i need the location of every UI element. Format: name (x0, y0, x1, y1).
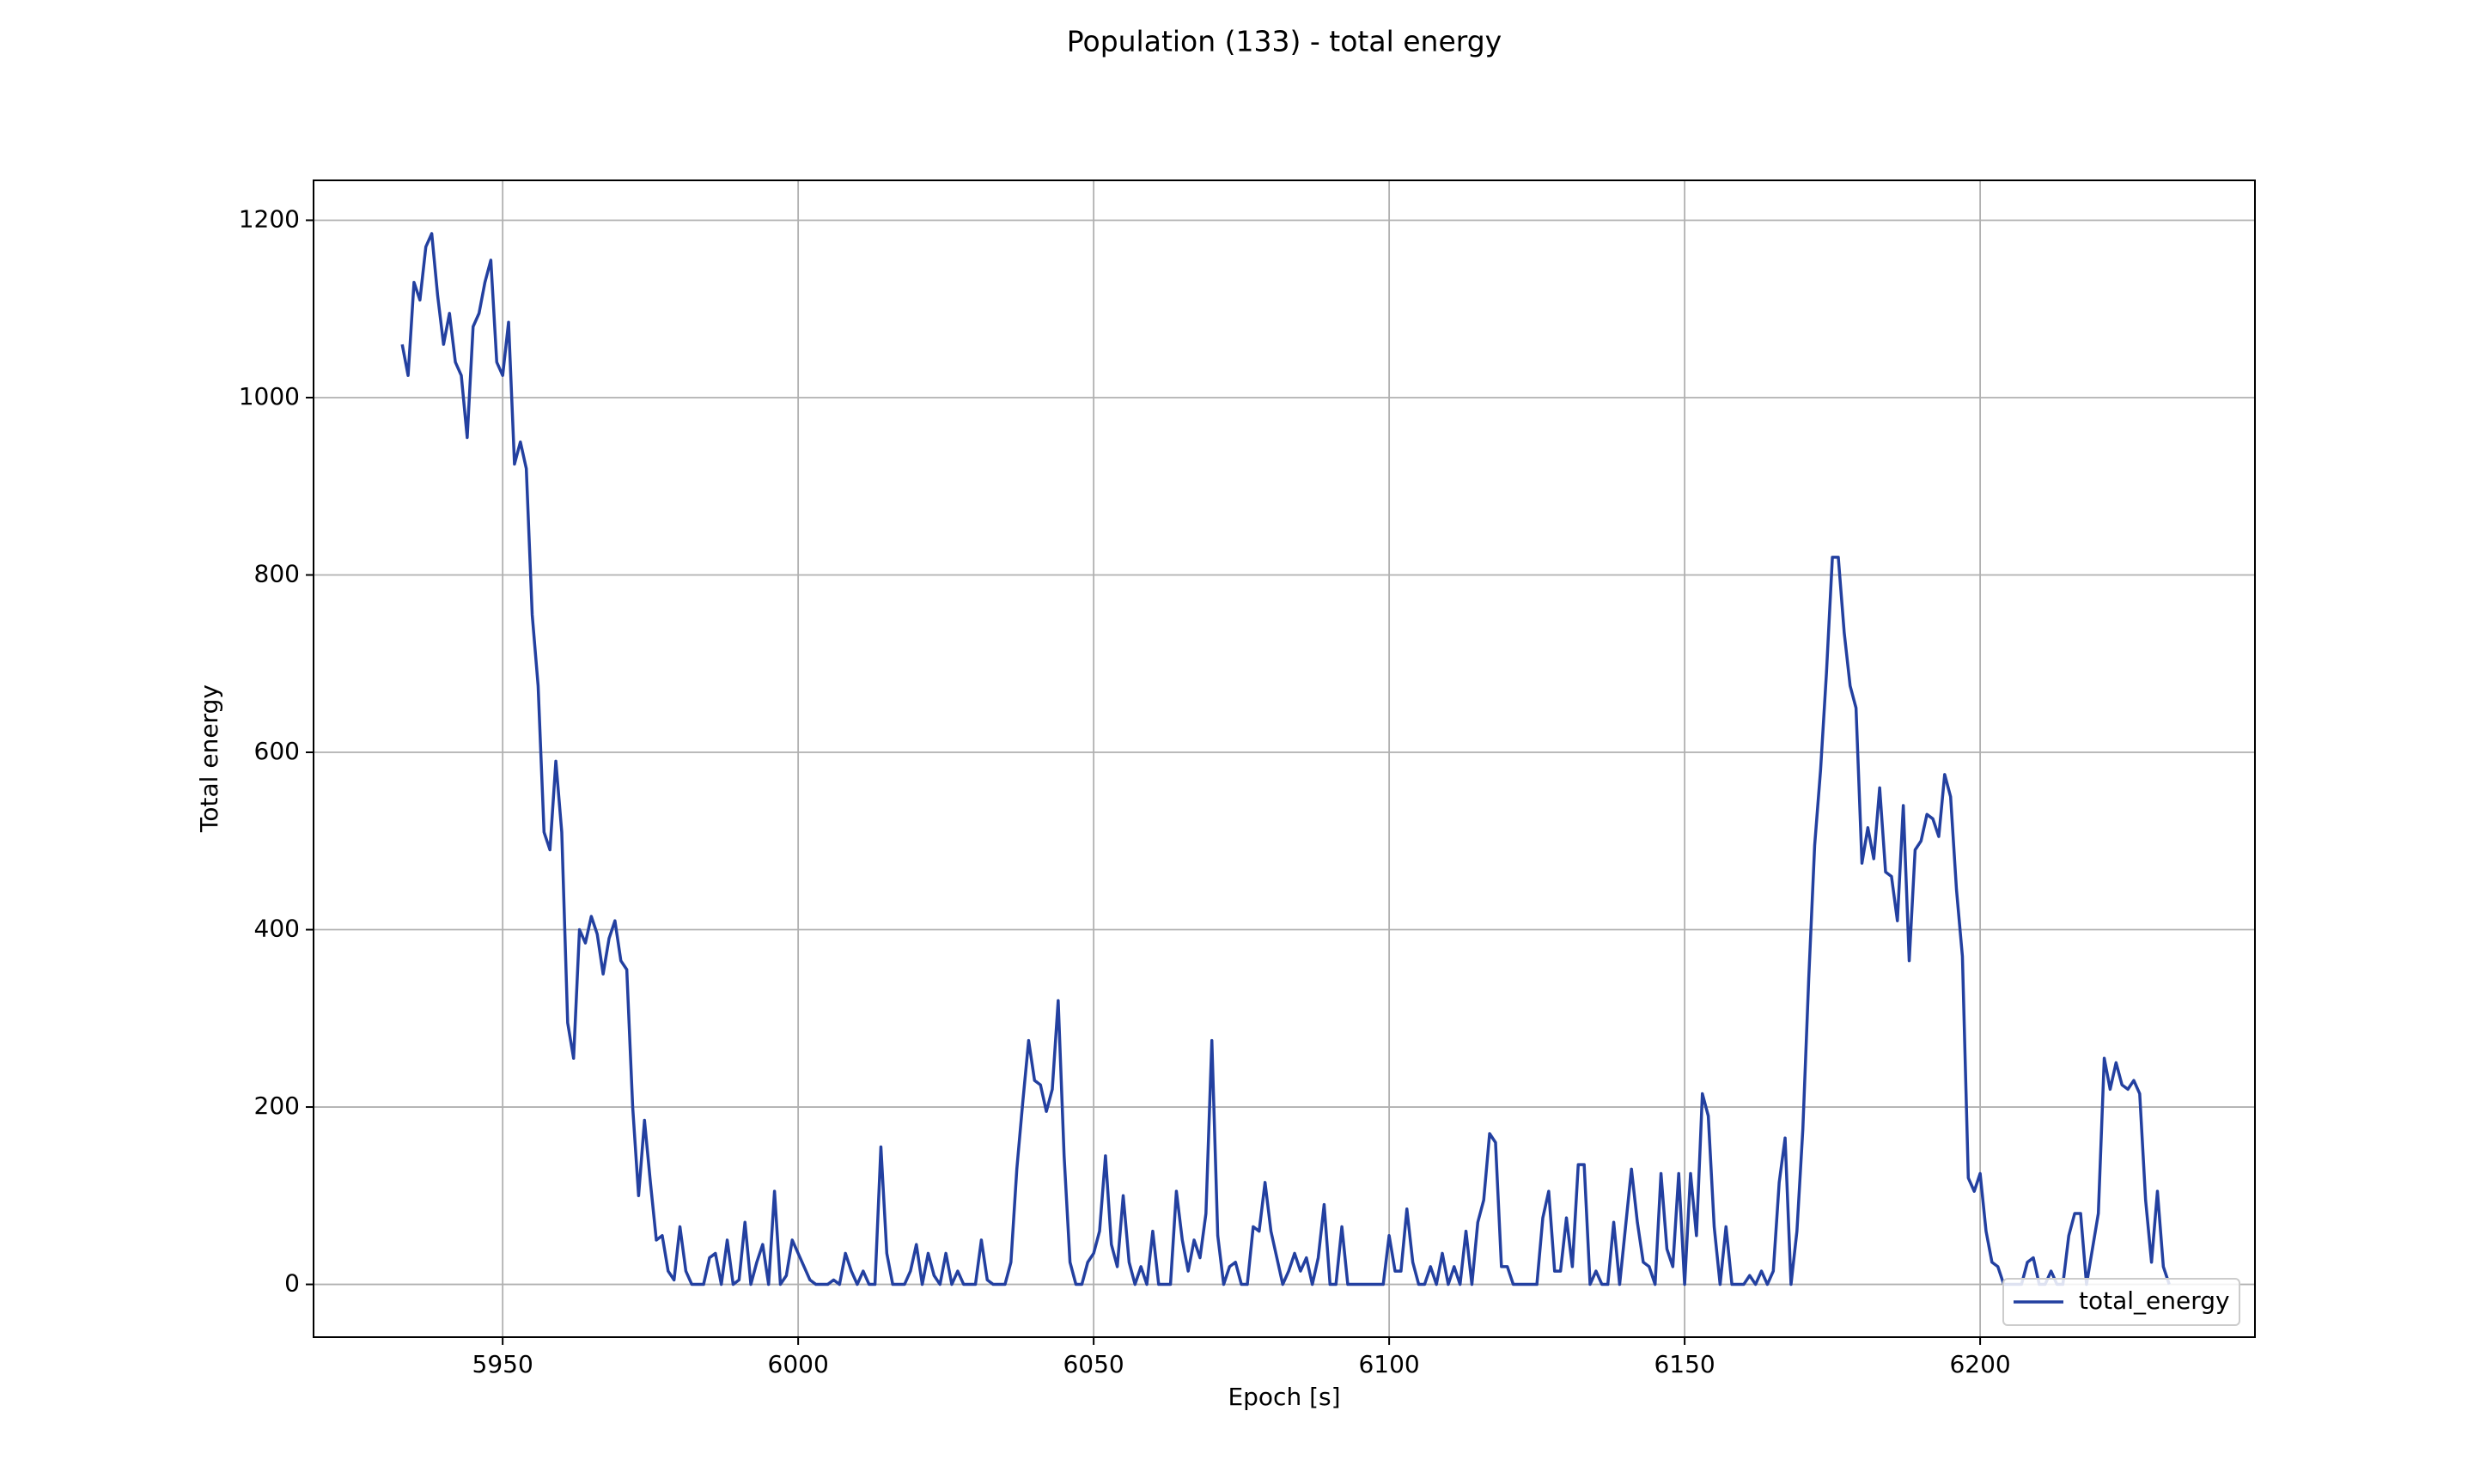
x-tick-label: 6000 (768, 1350, 829, 1378)
y-tick-label: 0 (284, 1269, 300, 1298)
x-tick-label: 6150 (1654, 1350, 1715, 1378)
legend-label: total_energy (2079, 1286, 2230, 1315)
axes-frame (313, 179, 2256, 1338)
x-tick-label: 5950 (472, 1350, 533, 1378)
legend: total_energy (2002, 1278, 2240, 1326)
chart-title: Population (133) - total energy (1067, 25, 1502, 58)
y-tick-label: 1200 (239, 204, 300, 233)
y-axis-label: Total energy (195, 684, 223, 833)
plot-area: 5950 6000 6050 6100 6150 6200 0 200 400 600 800 100… (239, 180, 2255, 1378)
x-tick-label: 6200 (1949, 1350, 2010, 1378)
legend-box (2002, 1278, 2240, 1326)
y-tick-label: 600 (254, 737, 300, 765)
data-line (400, 232, 2171, 1286)
y-tick-label: 1000 (239, 382, 300, 411)
y-tick-label: 800 (254, 559, 300, 587)
y-tick-label: 200 (254, 1092, 300, 1120)
x-tick-label: 6100 (1358, 1350, 1419, 1378)
x-axis-label: Epoch [s] (1228, 1383, 1340, 1411)
x-tick-label: 6050 (1063, 1350, 1124, 1378)
y-tick-label: 400 (254, 915, 300, 943)
